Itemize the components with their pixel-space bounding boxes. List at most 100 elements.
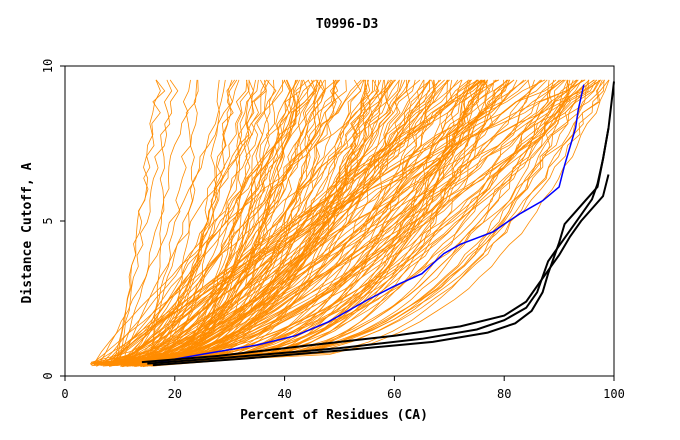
background-series-line (132, 79, 374, 364)
background-series-line (100, 79, 368, 365)
background-series-line (124, 79, 486, 365)
y-axis-label: Distance Cutoff, A (20, 162, 35, 303)
background-series-line (112, 79, 403, 367)
background-series-line (137, 79, 577, 364)
y-tick-label: 5 (41, 217, 55, 224)
background-series-line (118, 79, 179, 366)
black-model-3-line (141, 174, 610, 364)
background-series-line (117, 79, 430, 366)
background-series-line (91, 79, 574, 367)
background-series-line (127, 79, 321, 366)
background-series-line (120, 79, 380, 367)
background-series-line (96, 79, 341, 365)
background-series-line (96, 79, 400, 365)
background-series-line (130, 79, 601, 367)
background-series-group (89, 79, 610, 368)
background-series-line (135, 79, 535, 365)
background-series-line (110, 79, 462, 367)
x-tick-label: 60 (387, 387, 401, 401)
background-series-line (110, 79, 394, 363)
background-series-line (111, 79, 479, 366)
background-series-line (105, 79, 586, 364)
background-series-line (96, 79, 302, 367)
background-series-line (114, 79, 406, 366)
highlight-series-group (141, 81, 615, 367)
background-series-line (140, 79, 579, 364)
background-series-line (117, 79, 583, 365)
background-series-line (93, 79, 509, 365)
background-series-line (117, 79, 191, 363)
background-series-line (107, 79, 470, 366)
background-series-line (145, 79, 267, 364)
x-tick-label: 20 (168, 387, 182, 401)
background-series-line (97, 79, 286, 366)
background-series-line (112, 79, 319, 363)
background-series-line (134, 79, 511, 365)
background-series-line (138, 79, 495, 366)
background-series-line (107, 79, 585, 365)
background-series-line (119, 79, 550, 365)
background-series-line (122, 79, 283, 365)
background-series-line (121, 79, 564, 366)
background-series-line (149, 79, 541, 367)
background-series-line (147, 79, 226, 366)
background-series-line (150, 79, 291, 365)
background-series-line (148, 79, 491, 365)
background-series-line (128, 79, 236, 363)
x-tick-label: 40 (277, 387, 291, 401)
background-series-line (109, 79, 483, 363)
blue-model-line (158, 84, 585, 363)
background-series-line (141, 79, 425, 365)
background-series-line (97, 79, 606, 363)
background-series-line (97, 79, 233, 366)
background-series-line (144, 79, 275, 363)
background-series-line (136, 79, 605, 364)
y-axis: 0 5 10 (41, 59, 65, 380)
background-series-line (102, 79, 505, 367)
background-series-line (121, 79, 583, 363)
background-series-line (143, 79, 571, 365)
background-series-line (100, 79, 337, 366)
background-series-line (100, 79, 590, 366)
background-series-line (106, 79, 240, 367)
y-tick-label: 0 (41, 372, 55, 379)
x-tick-label: 100 (603, 387, 625, 401)
background-series-line (116, 79, 364, 366)
chart-title: T0996-D3 (316, 17, 379, 32)
background-series-line (142, 79, 598, 366)
background-series-line (90, 79, 335, 363)
x-axis-label: Percent of Residues (CA) (240, 408, 428, 423)
background-series-line (115, 79, 166, 364)
x-tick-label: 80 (497, 387, 511, 401)
background-series-line (107, 79, 267, 365)
background-series-line (126, 79, 298, 367)
background-series-line (101, 79, 198, 365)
background-series-line (90, 79, 421, 366)
background-series-line (99, 79, 400, 364)
background-series-line (135, 79, 543, 367)
background-series-line (141, 79, 486, 364)
y-tick-label: 10 (41, 59, 55, 73)
background-series-line (122, 79, 560, 368)
background-series-line (132, 79, 595, 364)
background-series-line (110, 79, 473, 365)
background-series-line (150, 79, 173, 366)
background-series-line (109, 79, 479, 368)
background-series-line (153, 79, 411, 363)
background-series-line (134, 79, 326, 365)
background-series-line (114, 79, 384, 364)
background-series-line (155, 79, 488, 367)
background-series-line (136, 79, 597, 366)
background-series-line (99, 79, 432, 365)
background-series-line (100, 79, 450, 366)
background-series-line (116, 79, 270, 366)
x-axis: 0 20 40 60 80 100 (61, 376, 625, 401)
background-series-line (148, 79, 254, 365)
background-series-line (140, 79, 600, 367)
background-series-line (154, 79, 292, 366)
background-series-line (121, 79, 411, 365)
background-series-line (109, 79, 603, 366)
x-tick-label: 0 (61, 387, 68, 401)
background-series-line (122, 79, 366, 366)
